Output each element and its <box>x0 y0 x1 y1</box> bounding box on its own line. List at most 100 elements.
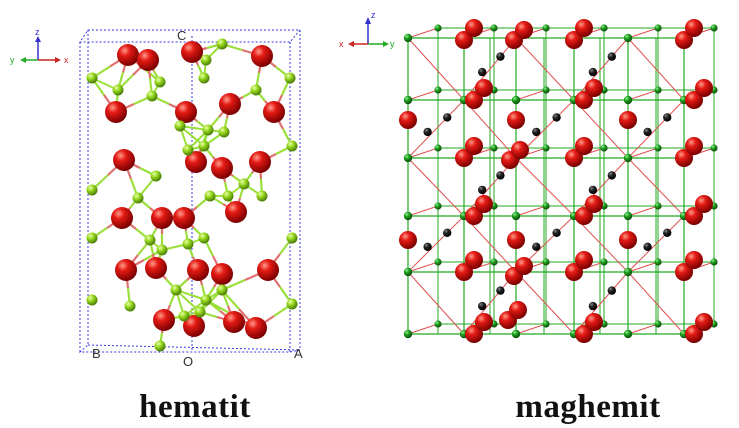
vacancy-atom <box>496 171 505 180</box>
oxygen-atom <box>211 157 233 179</box>
lattice-line <box>407 205 439 217</box>
oxygen-atom <box>685 251 703 269</box>
vacancy-atom <box>643 242 652 251</box>
oxygen-atom <box>251 45 273 67</box>
iron-atom <box>170 284 182 296</box>
iron-atom <box>286 298 298 310</box>
iron-atom <box>623 33 633 43</box>
iron-atom <box>623 267 633 277</box>
oxygen-atom <box>619 231 637 249</box>
oxygen-atom <box>455 263 473 281</box>
iron-atom <box>200 54 212 66</box>
maghemite-lattice <box>407 27 715 335</box>
oxygen-atom <box>185 151 207 173</box>
oxygen-atom <box>245 317 267 339</box>
iron-atom <box>156 244 168 256</box>
iron-atom <box>654 320 662 328</box>
iron-atom <box>403 33 413 43</box>
cell-label-b: B <box>92 346 101 361</box>
iron-atom <box>222 190 234 202</box>
lattice-line <box>515 157 575 217</box>
lattice-line <box>573 157 629 217</box>
vacancy-atom <box>532 242 541 251</box>
iron-atom <box>174 120 186 132</box>
oxygen-atom <box>511 141 529 159</box>
iron-atom <box>198 72 210 84</box>
lattice-line <box>627 147 659 159</box>
lattice-line <box>463 37 517 101</box>
oxygen-atom <box>685 207 703 225</box>
maghemite-panel: z x y maghemit <box>338 0 739 428</box>
lattice-line <box>515 89 547 101</box>
iron-atom <box>710 24 718 32</box>
iron-atom <box>286 232 298 244</box>
iron-atom <box>86 294 98 306</box>
lattice-line <box>573 37 629 101</box>
oxygen-atom <box>225 201 247 223</box>
lattice-line <box>627 157 685 217</box>
hematite-caption: hematit <box>139 389 251 425</box>
cell-label-c: C <box>177 28 186 43</box>
iron-atom <box>256 190 268 202</box>
iron-atom <box>654 258 662 266</box>
oxygen-atom <box>465 19 483 37</box>
oxygen-atom <box>465 251 483 269</box>
lattice-line <box>627 271 685 335</box>
iron-atom <box>194 306 206 318</box>
oxygen-atom <box>181 41 203 63</box>
vacancy-atom <box>552 113 561 122</box>
iron-atom <box>511 329 521 339</box>
iron-atom <box>178 310 190 322</box>
oxygen-atom <box>223 311 245 333</box>
lattice-line <box>515 205 547 217</box>
iron-atom <box>623 153 633 163</box>
vacancy-atom <box>663 113 672 122</box>
iron-atom <box>434 144 442 152</box>
iron-atom <box>403 267 413 277</box>
lattice-line <box>627 37 685 101</box>
iron-atom <box>238 178 250 190</box>
iron-atom <box>434 320 442 328</box>
oxygen-atom <box>113 149 135 171</box>
oxygen-atom <box>585 79 603 97</box>
lattice-line <box>627 99 685 159</box>
oxygen-atom <box>675 31 693 49</box>
iron-atom <box>490 258 498 266</box>
vacancy-atom <box>643 127 652 137</box>
iron-atom <box>542 320 550 328</box>
oxygen-atom <box>575 207 593 225</box>
iron-atom <box>144 234 156 246</box>
vacancy-atom <box>588 185 598 195</box>
vacancy-atom <box>478 301 487 311</box>
iron-atom <box>154 340 166 352</box>
lattice-line <box>407 323 439 335</box>
oxygen-atom <box>509 301 527 319</box>
oxygen-atom <box>575 251 593 269</box>
oxygen-atom <box>257 259 279 281</box>
oxygen-atom <box>475 195 493 213</box>
iron-atom <box>200 294 212 306</box>
iron-atom <box>623 211 633 221</box>
lattice-line <box>407 261 439 273</box>
oxygen-atom <box>675 263 693 281</box>
iron-atom <box>542 24 550 32</box>
iron-atom <box>86 184 98 196</box>
iron-atom <box>710 258 718 266</box>
iron-atom <box>654 86 662 94</box>
iron-atom <box>511 95 521 105</box>
vacancy-atom <box>607 286 616 295</box>
iron-atom <box>434 258 442 266</box>
lattice-line <box>407 89 439 101</box>
oxygen-atom <box>585 195 603 213</box>
lattice-line <box>407 27 439 39</box>
iron-atom <box>403 153 413 163</box>
oxygen-atom <box>695 313 713 331</box>
maghemite-atoms <box>399 19 718 343</box>
hematite-panel: z y x C B O A hematit <box>0 0 340 428</box>
oxygen-atom <box>565 31 583 49</box>
vacancy-atom <box>496 286 505 295</box>
oxygen-atom <box>117 44 139 66</box>
cell-label-o: O <box>183 354 193 369</box>
axis-label-y: y <box>10 55 15 65</box>
oxygen-atom <box>187 259 209 281</box>
